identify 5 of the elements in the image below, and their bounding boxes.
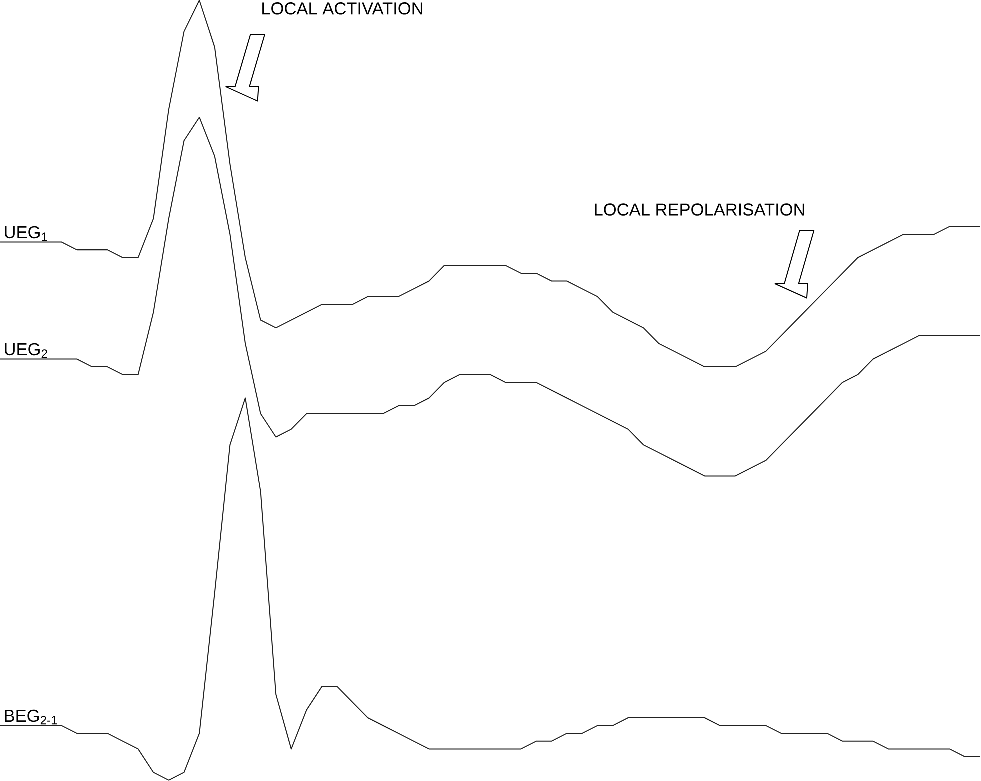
series-label: BEG$_{2-1}$	[5, 710, 58, 725]
series-label: UEG$_{2}$	[5, 343, 48, 358]
annotation: LOCAL ACTIVATION	[262, 2, 422, 15]
annotation: LOCAL REPOLARISATION	[595, 204, 804, 216]
series-label: UEG$_{1}$	[5, 226, 48, 242]
